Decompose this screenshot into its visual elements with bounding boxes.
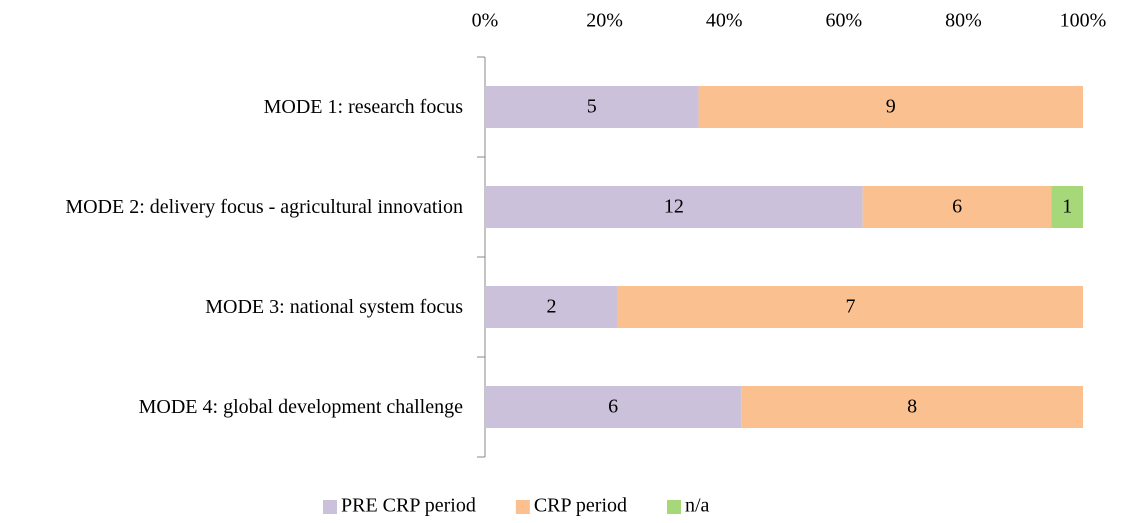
legend-swatch — [323, 500, 337, 514]
legend-label: PRE CRP period — [341, 495, 476, 517]
bar-segment — [485, 86, 699, 128]
data-label: 8 — [907, 396, 917, 418]
data-label: 6 — [952, 196, 962, 218]
x-tick-label: 20% — [586, 10, 623, 32]
data-label: 6 — [608, 396, 618, 418]
category-label: MODE 4: global development challenge — [138, 395, 463, 418]
category-label: MODE 3: national system focus — [205, 295, 463, 318]
bar-segment — [485, 386, 742, 428]
x-tick-label: 80% — [945, 10, 982, 32]
legend-swatch — [667, 500, 681, 514]
data-label: 7 — [845, 296, 855, 318]
bar-segment — [485, 186, 863, 228]
bar-segment — [485, 286, 618, 328]
bar-segment — [617, 286, 1083, 328]
x-tick-label: 100% — [1060, 10, 1107, 32]
data-label: 1 — [1062, 196, 1072, 218]
data-label: 2 — [546, 296, 556, 318]
data-label: 9 — [886, 96, 896, 118]
data-label: 12 — [664, 196, 684, 218]
bar-segment — [862, 186, 1052, 228]
bar-segment — [741, 386, 1083, 428]
legend-label: CRP period — [534, 495, 627, 517]
legend-label: n/a — [685, 495, 710, 517]
category-label: MODE 1: research focus — [263, 95, 463, 118]
data-label: 5 — [587, 96, 597, 118]
x-tick-label: 60% — [825, 10, 862, 32]
x-tick-label: 0% — [472, 10, 499, 32]
category-label: MODE 2: delivery focus - agricultural in… — [65, 195, 463, 218]
x-tick-label: 40% — [706, 10, 743, 32]
bar-segment — [1051, 186, 1083, 228]
legend-swatch — [515, 500, 530, 514]
bar-segment — [698, 86, 1083, 128]
